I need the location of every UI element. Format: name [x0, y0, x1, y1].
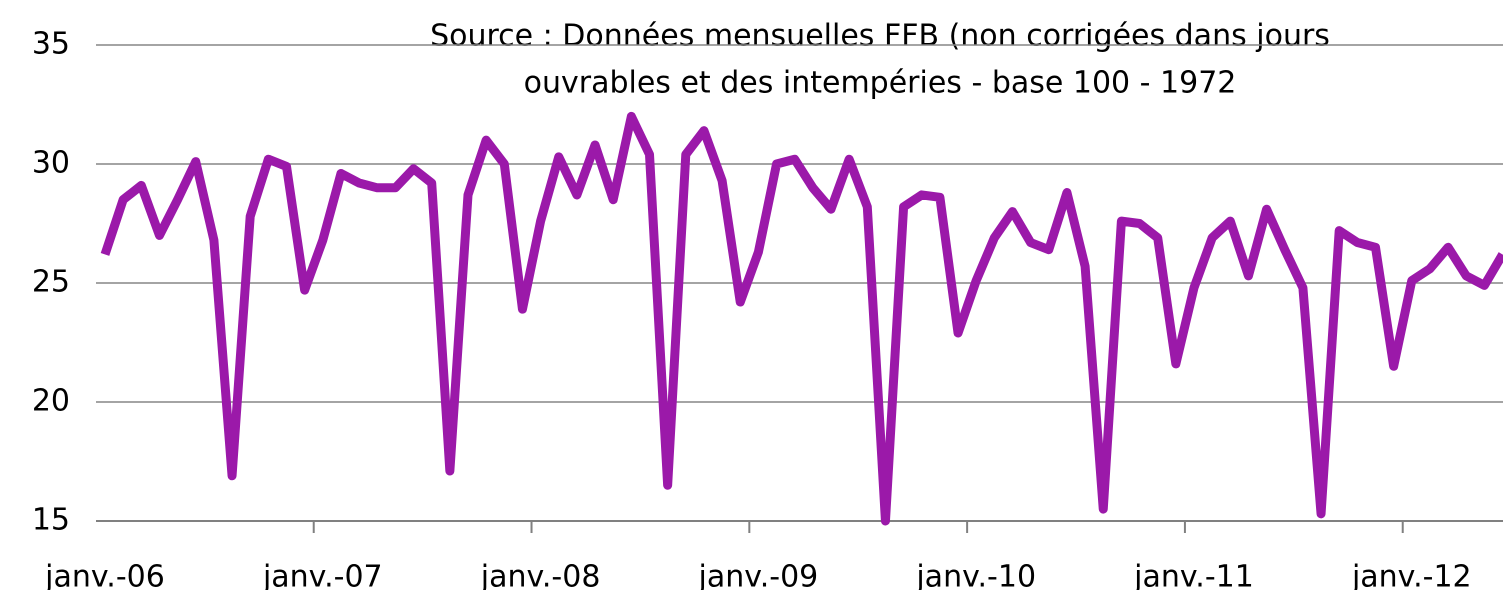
chart-title: Source : Données mensuelles FFB (non cor…	[430, 19, 1330, 54]
data-line	[100, 111, 1503, 526]
y-tick-label: 20	[32, 384, 70, 419]
x-tick-label: janv.-12	[1351, 560, 1472, 590]
x-tick-label: janv.-10	[915, 560, 1036, 590]
y-tick-label: 35	[32, 27, 70, 62]
y-tick-label: 25	[32, 265, 70, 300]
x-tick-label: janv.-09	[698, 560, 819, 590]
x-tick-label: janv.-07	[262, 560, 383, 590]
chart-title: ouvrables et des intempéries - base 100 …	[524, 66, 1237, 101]
y-tick-label: 30	[32, 146, 70, 181]
x-tick-label: janv.-08	[480, 560, 601, 590]
x-tick-label: janv.-06	[44, 560, 165, 590]
x-tick-label: janv.-11	[1133, 560, 1254, 590]
y-tick-label: 15	[32, 503, 70, 538]
